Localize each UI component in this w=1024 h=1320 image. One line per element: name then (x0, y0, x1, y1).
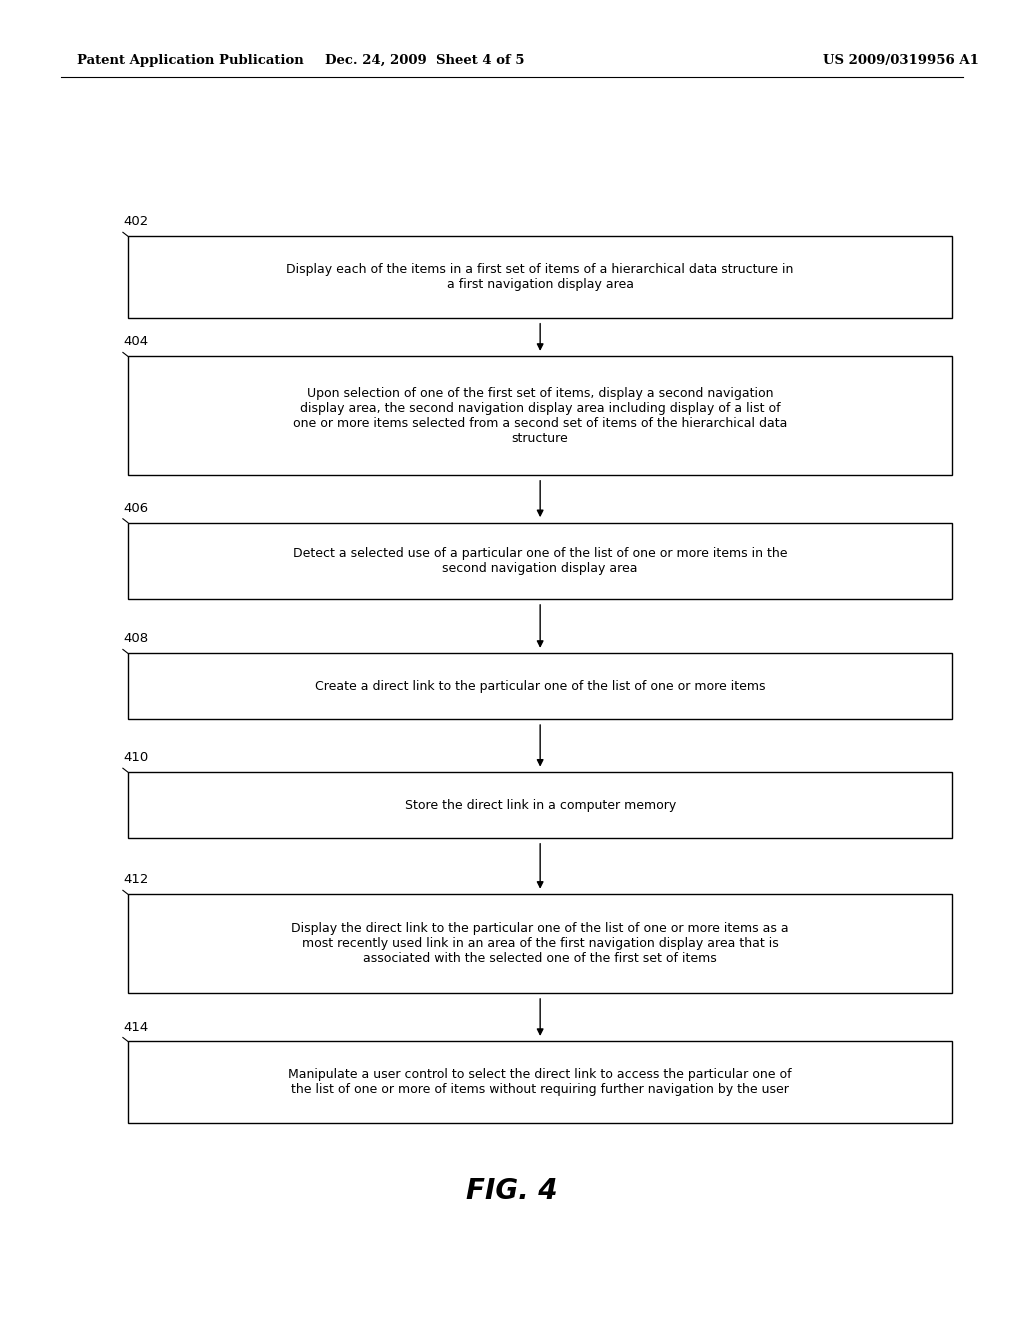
Bar (128, 895, 952, 993)
Text: 406: 406 (123, 502, 148, 515)
Bar (128, 653, 952, 719)
Text: Create a direct link to the particular one of the list of one or more items: Create a direct link to the particular o… (315, 680, 765, 693)
Text: Upon selection of one of the first set of items, display a second navigation
dis: Upon selection of one of the first set o… (293, 387, 787, 445)
Text: 414: 414 (123, 1020, 148, 1034)
Text: US 2009/0319956 A1: US 2009/0319956 A1 (823, 54, 979, 67)
Text: Detect a selected use of a particular one of the list of one or more items in th: Detect a selected use of a particular on… (293, 546, 787, 576)
Text: 412: 412 (123, 874, 148, 887)
Text: FIG. 4: FIG. 4 (466, 1176, 558, 1205)
Bar (128, 1041, 952, 1123)
Bar (128, 523, 952, 599)
Text: Display the direct link to the particular one of the list of one or more items a: Display the direct link to the particula… (292, 923, 788, 965)
Text: 404: 404 (123, 335, 148, 348)
Text: Store the direct link in a computer memory: Store the direct link in a computer memo… (404, 799, 676, 812)
Text: 410: 410 (123, 751, 148, 764)
Text: 402: 402 (123, 215, 148, 228)
Bar (128, 772, 952, 838)
Text: 408: 408 (123, 632, 148, 645)
Text: Dec. 24, 2009  Sheet 4 of 5: Dec. 24, 2009 Sheet 4 of 5 (326, 54, 524, 67)
Bar (128, 356, 952, 475)
Text: Manipulate a user control to select the direct link to access the particular one: Manipulate a user control to select the … (289, 1068, 792, 1097)
Bar (128, 236, 952, 318)
Text: Patent Application Publication: Patent Application Publication (77, 54, 303, 67)
Text: Display each of the items in a first set of items of a hierarchical data structu: Display each of the items in a first set… (287, 263, 794, 292)
